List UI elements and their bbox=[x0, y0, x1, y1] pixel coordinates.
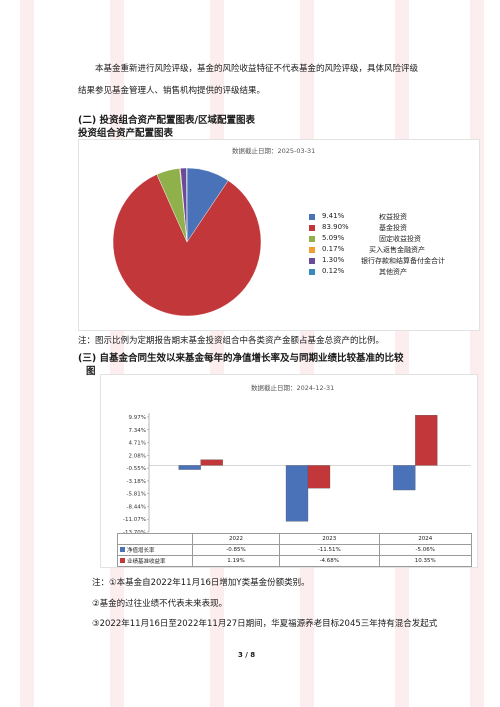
legend-label: 权益投资 bbox=[379, 213, 407, 221]
table-series-2-label: 业绩基准收益率 bbox=[117, 555, 193, 567]
y-tick-label: -0.55% bbox=[127, 466, 146, 472]
watermark-stripe bbox=[470, 0, 484, 707]
legend-swatch bbox=[309, 258, 315, 264]
y-tick-label: 4.71% bbox=[129, 441, 146, 447]
page-number: 3 / 8 bbox=[238, 651, 256, 659]
section-3-heading: (三) 自基金合同生效以来基金每年的净值增长率及与同期业绩比较基准的比较 bbox=[78, 353, 404, 364]
y-tick-label: -8.44% bbox=[127, 504, 146, 510]
bar-2023-series-2 bbox=[307, 465, 331, 489]
legend-label: 其他资产 bbox=[379, 268, 407, 276]
table-series-1-label: 净值增长率 bbox=[117, 544, 193, 556]
y-tick-label: -5.81% bbox=[127, 492, 146, 498]
y-tick-label: 9.97% bbox=[129, 415, 146, 421]
legend-swatch bbox=[309, 236, 315, 242]
table-row-header: 2022 2023 2024 bbox=[117, 533, 473, 545]
y-tick-label: -3.18% bbox=[127, 479, 146, 485]
watermark-stripe bbox=[20, 0, 34, 707]
bar-chart: 9.97% 7.34% 4.71% 2.08% -0.55% -3.18% -5.81% -8… bbox=[123, 413, 471, 536]
legend-label: 银行存款和结算备付金合计 bbox=[361, 257, 445, 265]
table-corner bbox=[117, 533, 193, 545]
table-cell: 10.35% bbox=[378, 555, 473, 567]
legend-label: 基金投资 bbox=[379, 224, 407, 232]
table-row-series-1: 净值增长率 -0.85% -11.51% -5.06% bbox=[117, 544, 473, 556]
intro-line-2: 结果参见基金管理人、销售机构提供的评级结果。 bbox=[78, 86, 266, 96]
table-row-series-2: 业绩基准收益率 1.19% -4.68% 10.35% bbox=[117, 555, 473, 567]
section-2-heading: (二) 投资组合资产配置图表/区域配置图表 bbox=[78, 115, 255, 126]
table-cell: -0.85% bbox=[191, 544, 281, 556]
bar-2024-series-2 bbox=[415, 415, 438, 466]
legend-label: 买入返售金融资产 bbox=[369, 246, 425, 254]
bar-data-table: 2022 2023 2024 净值增长率 -0.85% -11.51% -5.0… bbox=[117, 533, 473, 567]
bar-2024-series-1 bbox=[393, 465, 416, 491]
bar-chart-panel: 数据截止日期：2024-12-31 9.97% 7.34% 4.71% 2.08% -0… bbox=[100, 374, 478, 568]
y-tick-label: -11.07% bbox=[123, 517, 146, 523]
table-header-2022: 2022 bbox=[191, 533, 281, 545]
intro-line-1: 本基金重新进行风险评级，基金的风险收益特征不代表基金的风险评级，具体风险评级 bbox=[95, 64, 419, 74]
pie-slice bbox=[112, 174, 262, 317]
bar-date-label: 数据截止日期：2024-12-31 bbox=[251, 384, 335, 392]
legend-percent: 0.12% bbox=[322, 267, 345, 275]
legend-swatch bbox=[309, 269, 315, 275]
bar-2023-series-1 bbox=[285, 465, 309, 522]
legend-swatch bbox=[309, 247, 315, 253]
legend-label: 固定收益投资 bbox=[379, 235, 421, 243]
table-header-2023: 2023 bbox=[279, 533, 380, 545]
note-2: ②基金的过往业绩不代表未来表现。 bbox=[92, 599, 228, 609]
legend-percent: 5.09% bbox=[322, 234, 345, 242]
table-cell: 1.19% bbox=[191, 555, 281, 567]
pie-chart bbox=[112, 167, 262, 317]
table-cell: -11.51% bbox=[279, 544, 380, 556]
legend-swatch bbox=[309, 225, 315, 231]
y-tick-label: 7.34% bbox=[129, 428, 146, 434]
pie-note: 注：图示比例为定期报告期末基金投资组合中各类资产金额占基金总资产的比例。 bbox=[78, 336, 385, 346]
y-tick-label: 2.08% bbox=[129, 453, 146, 459]
note-3: ③2022年11月16日至2022年11月27日期间，华夏福源养老目标2045三… bbox=[92, 619, 438, 629]
table-cell: -5.06% bbox=[378, 544, 473, 556]
table-cell: -4.68% bbox=[279, 555, 380, 567]
section-2-subheading: 投资组合资产配置图表 bbox=[78, 128, 174, 139]
section-3-heading-cont: 图 bbox=[86, 366, 96, 377]
pie-chart-panel: 数据截止日期：2025-03-31 9.41% 权益投资 83.90% 基金投资 5.0… bbox=[78, 139, 480, 331]
legend-percent: 9.41% bbox=[322, 212, 345, 220]
note-1: 注：①本基金自2022年11月16日增加Y类基金份额类别。 bbox=[92, 578, 310, 588]
pie-slice bbox=[186, 167, 188, 243]
table-header-2024: 2024 bbox=[378, 533, 473, 545]
legend-swatch bbox=[309, 214, 315, 220]
bar-2022-series-2 bbox=[200, 459, 223, 466]
bar-2022-series-1 bbox=[178, 465, 201, 470]
pie-date-label: 数据截止日期：2025-03-31 bbox=[232, 147, 316, 155]
legend-percent: 83.90% bbox=[322, 223, 349, 231]
legend-percent: 0.17% bbox=[322, 245, 345, 253]
legend-percent: 1.30% bbox=[322, 256, 345, 264]
